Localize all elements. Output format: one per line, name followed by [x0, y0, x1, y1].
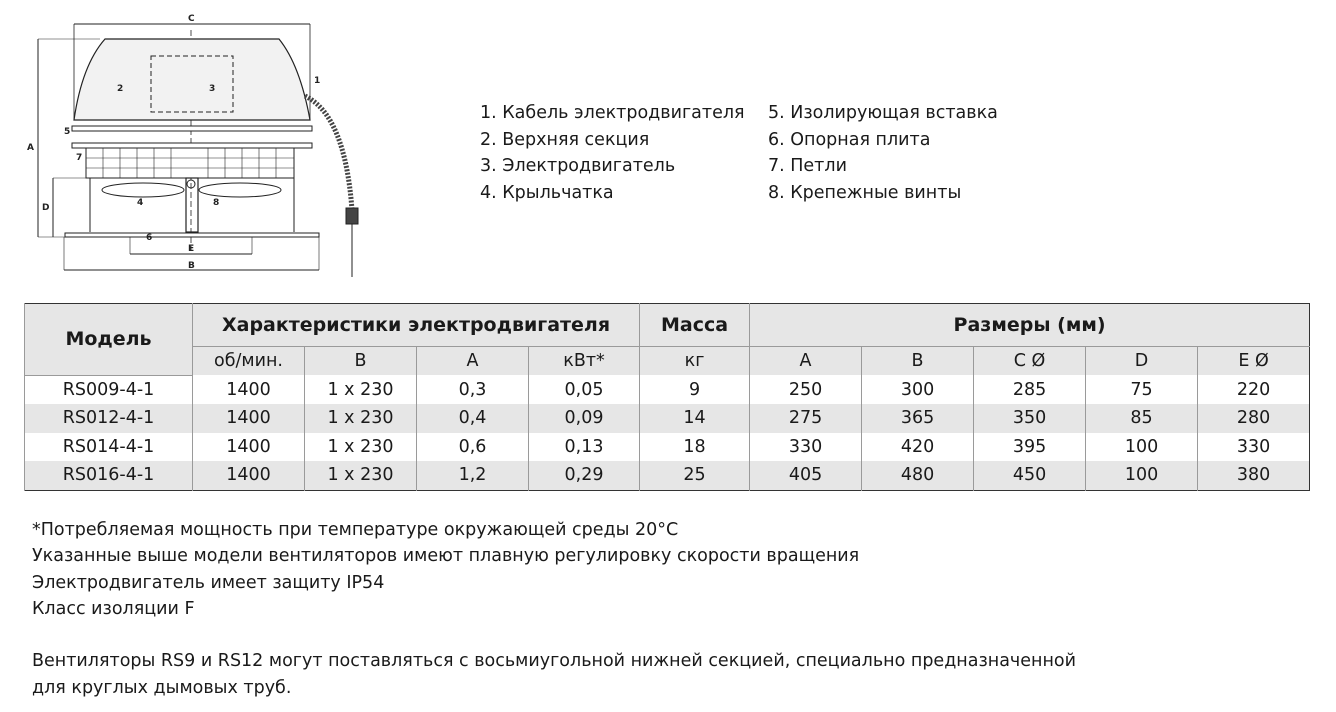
fan-dimension-diagram: C A D E B 1 2 3 4 5 6 7 8 [27, 14, 359, 277]
value-cell: 1400 [192, 461, 305, 490]
legend-left: 1. Кабель электродвигателя 2. Верхняя се… [480, 100, 745, 206]
model-cell: RS014-4-1 [24, 432, 193, 461]
value-cell: 280 [1197, 404, 1310, 433]
value-cell: 75 [1085, 375, 1198, 404]
diagram-label-1: 1 [314, 76, 320, 86]
diagram-label-5: 5 [64, 127, 70, 137]
diagram-label-8: 8 [213, 198, 219, 208]
value-cell: 0,6 [416, 432, 529, 461]
value-cell: 1,2 [416, 461, 529, 490]
unit-header: E Ø [1197, 346, 1310, 375]
value-cell: 1 x 230 [304, 404, 417, 433]
legend-right: 5. Изолирующая вставка 6. Опорная плита … [768, 100, 998, 206]
note-protection: Электродвигатель имеет защиту IP54 [32, 572, 385, 593]
table-row: RS014-4-1 1400 1 x 230 0,6 0,13 18 330 420 395 10… [24, 432, 1310, 461]
value-cell: 405 [749, 461, 862, 490]
table-row: RS012-4-1 1400 1 x 230 0,4 0,09 14 275 365 350 85… [24, 404, 1310, 433]
header-motor: Характеристики электродвигателя [191, 303, 640, 347]
value-cell: 1400 [192, 432, 305, 461]
table-row: RS009-4-1 1400 1 x 230 0,3 0,05 9 250 300 285 75 2… [24, 375, 1310, 404]
value-cell: 100 [1085, 461, 1198, 490]
value-cell: 395 [973, 432, 1086, 461]
unit-header: D [1085, 346, 1198, 375]
value-cell: 85 [1085, 404, 1198, 433]
diagram-label-E: E [188, 244, 194, 254]
value-cell: 25 [639, 461, 750, 490]
diagram-label-6: 6 [146, 233, 152, 243]
value-cell: 1 x 230 [304, 375, 417, 404]
unit-header: C Ø [973, 346, 1086, 375]
unit-header: об/мин. [192, 346, 305, 375]
unit-header: A [749, 346, 862, 375]
diagram-label-2: 2 [117, 84, 123, 94]
specifications-table: Модель Характеристики электродвигателя М… [24, 303, 1311, 491]
value-cell: 420 [861, 432, 974, 461]
value-cell: 14 [639, 404, 750, 433]
legend-item: 2. Верхняя секция [480, 129, 650, 150]
value-cell: 450 [973, 461, 1086, 490]
value-cell: 0,4 [416, 404, 529, 433]
unit-header: кг [639, 346, 750, 375]
value-cell: 1 x 230 [304, 432, 417, 461]
value-cell: 18 [639, 432, 750, 461]
legend-item: 5. Изолирующая вставка [768, 103, 998, 123]
value-cell: 365 [861, 404, 974, 433]
model-cell: RS016-4-1 [24, 461, 193, 490]
legend-item: 6. Опорная плита [768, 129, 931, 150]
note-spacer [32, 622, 1076, 648]
value-cell: 1400 [192, 404, 305, 433]
legend-item: 4. Крыльчатка [480, 182, 614, 203]
note-power: *Потребляемая мощность при температуре о… [32, 520, 679, 540]
value-cell: 330 [1197, 432, 1310, 461]
value-cell: 285 [973, 375, 1086, 404]
value-cell: 0,09 [527, 404, 640, 433]
value-cell: 330 [749, 432, 862, 461]
unit-header: кВт* [527, 346, 640, 375]
table-row: RS016-4-1 1400 1 x 230 1,2 0,29 25 405 480 450 10… [24, 461, 1310, 490]
value-cell: 275 [749, 404, 862, 433]
value-cell: 100 [1085, 432, 1198, 461]
value-cell: 0,13 [527, 432, 640, 461]
header-dimensions: Размеры (мм) [749, 303, 1310, 347]
value-cell: 0,29 [527, 461, 640, 490]
header-mass: Масса [639, 303, 750, 347]
note-octagonal-1: Вентиляторы RS9 и RS12 могут поставлятьс… [32, 651, 1076, 672]
model-cell: RS009-4-1 [24, 375, 193, 404]
legend-item: 1. Кабель электродвигателя [480, 103, 745, 123]
value-cell: 9 [639, 375, 750, 404]
legend-item: 8. Крепежные винты [768, 182, 962, 203]
value-cell: 220 [1197, 375, 1310, 404]
value-cell: 250 [749, 375, 862, 404]
header-model: Модель [24, 303, 193, 376]
diagram-label-B: B [188, 261, 195, 271]
diagram-label-7: 7 [76, 153, 82, 163]
diagram-label-A: A [27, 143, 34, 153]
legend-item: 7. Петли [768, 156, 847, 176]
value-cell: 350 [973, 404, 1086, 433]
value-cell: 1 x 230 [304, 461, 417, 490]
note-octagonal-2: для круглых дымовых труб. [32, 677, 292, 698]
unit-header: А [416, 346, 529, 375]
notes: *Потребляемая мощность при температуре о… [32, 517, 1076, 701]
note-insulation: Класс изоляции F [32, 598, 195, 619]
unit-header: В [304, 346, 417, 375]
diagram-label-D: D [42, 203, 49, 213]
unit-header: B [861, 346, 974, 375]
diagram-label-C: C [188, 14, 195, 24]
value-cell: 0,3 [416, 375, 529, 404]
value-cell: 1400 [192, 375, 305, 404]
value-cell: 380 [1197, 461, 1310, 490]
value-cell: 0,05 [527, 375, 640, 404]
value-cell: 300 [861, 375, 974, 404]
model-cell: RS012-4-1 [24, 404, 193, 433]
value-cell: 480 [861, 461, 974, 490]
note-speed-control: Указанные выше модели вентиляторов имеют… [32, 546, 860, 567]
diagram-label-4: 4 [137, 198, 143, 208]
diagram-label-3: 3 [209, 84, 215, 94]
legend-item: 3. Электродвигатель [480, 156, 676, 176]
